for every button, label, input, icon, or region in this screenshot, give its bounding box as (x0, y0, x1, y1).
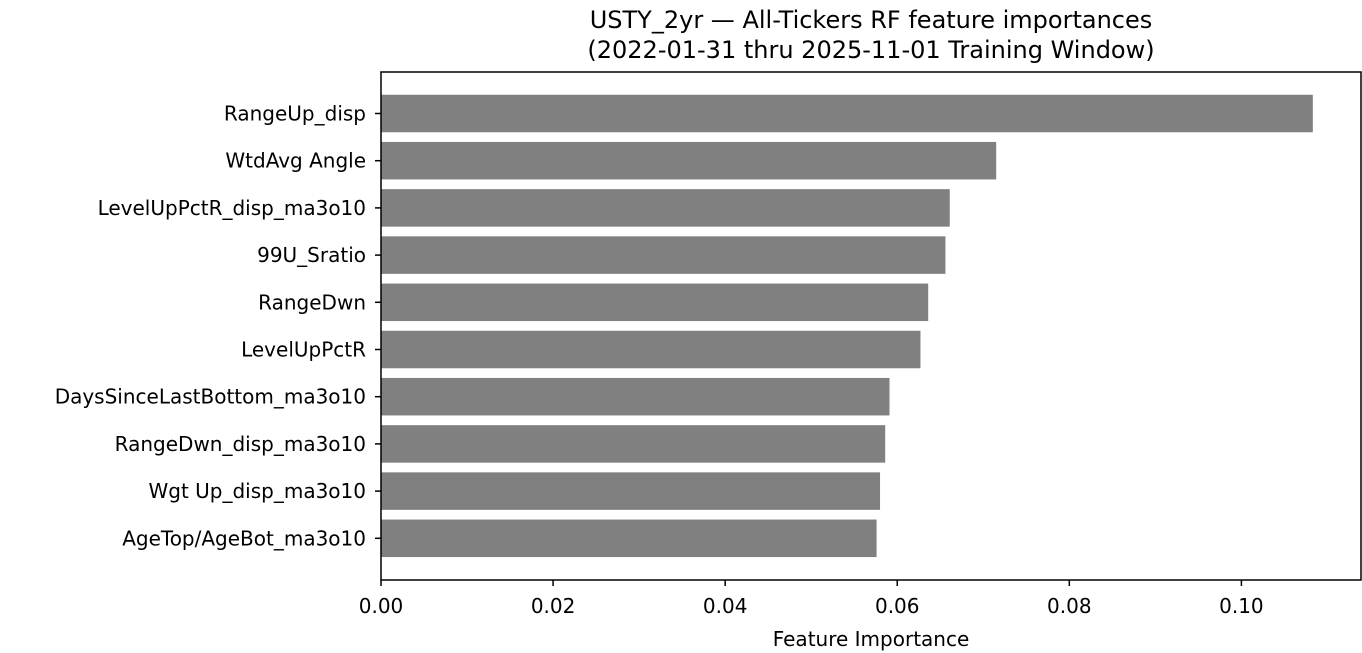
bar-group (381, 94, 1313, 558)
plot-frame (380, 71, 1362, 581)
bar-1 (381, 141, 997, 180)
bar-9 (381, 519, 877, 558)
y-tick-label: RangeDwn_disp_ma3o10 (115, 432, 366, 456)
y-axis-ticks: RangeUp_disp WtdAvg Angle LevelUpPctR_disp… (55, 102, 381, 550)
bar-0 (381, 94, 1313, 133)
bar-3 (381, 236, 946, 274)
bar-2 (381, 189, 950, 227)
y-tick-label: LevelUpPctR (241, 338, 366, 362)
chart-title-line1: USTY_2yr — All-Tickers RF feature import… (590, 6, 1153, 34)
y-tick-label: Wgt Up_disp_ma3o10 (148, 479, 366, 503)
x-axis-label: Feature Importance (773, 627, 970, 651)
bar-4 (381, 283, 929, 322)
y-tick-label: 99U_Sratio (257, 243, 366, 267)
y-tick-label: RangeDwn (258, 290, 366, 314)
chart-title-line2: (2022-01-31 thru 2025-11-01 Training Win… (587, 36, 1154, 64)
y-tick-label: RangeUp_disp (224, 102, 366, 126)
x-axis-ticks: 0.00 0.02 0.04 0.06 0.08 0.10 (359, 580, 1264, 618)
x-tick-label: 0.06 (875, 594, 920, 618)
bar-6 (381, 377, 890, 416)
bar-5 (381, 330, 921, 369)
x-tick-label: 0.00 (359, 594, 404, 618)
y-tick-label: DaysSinceLastBottom_ma3o10 (55, 385, 366, 409)
bar-8 (381, 472, 881, 510)
bar-7 (381, 425, 886, 463)
y-tick-label: AgeTop/AgeBot_ma3o10 (122, 526, 366, 550)
x-tick-label: 0.04 (703, 594, 748, 618)
x-tick-label: 0.08 (1047, 594, 1092, 618)
y-tick-label: WtdAvg Angle (225, 149, 366, 173)
y-tick-label: LevelUpPctR_disp_ma3o10 (98, 196, 366, 220)
x-tick-label: 0.10 (1219, 594, 1264, 618)
x-tick-label: 0.02 (531, 594, 576, 618)
